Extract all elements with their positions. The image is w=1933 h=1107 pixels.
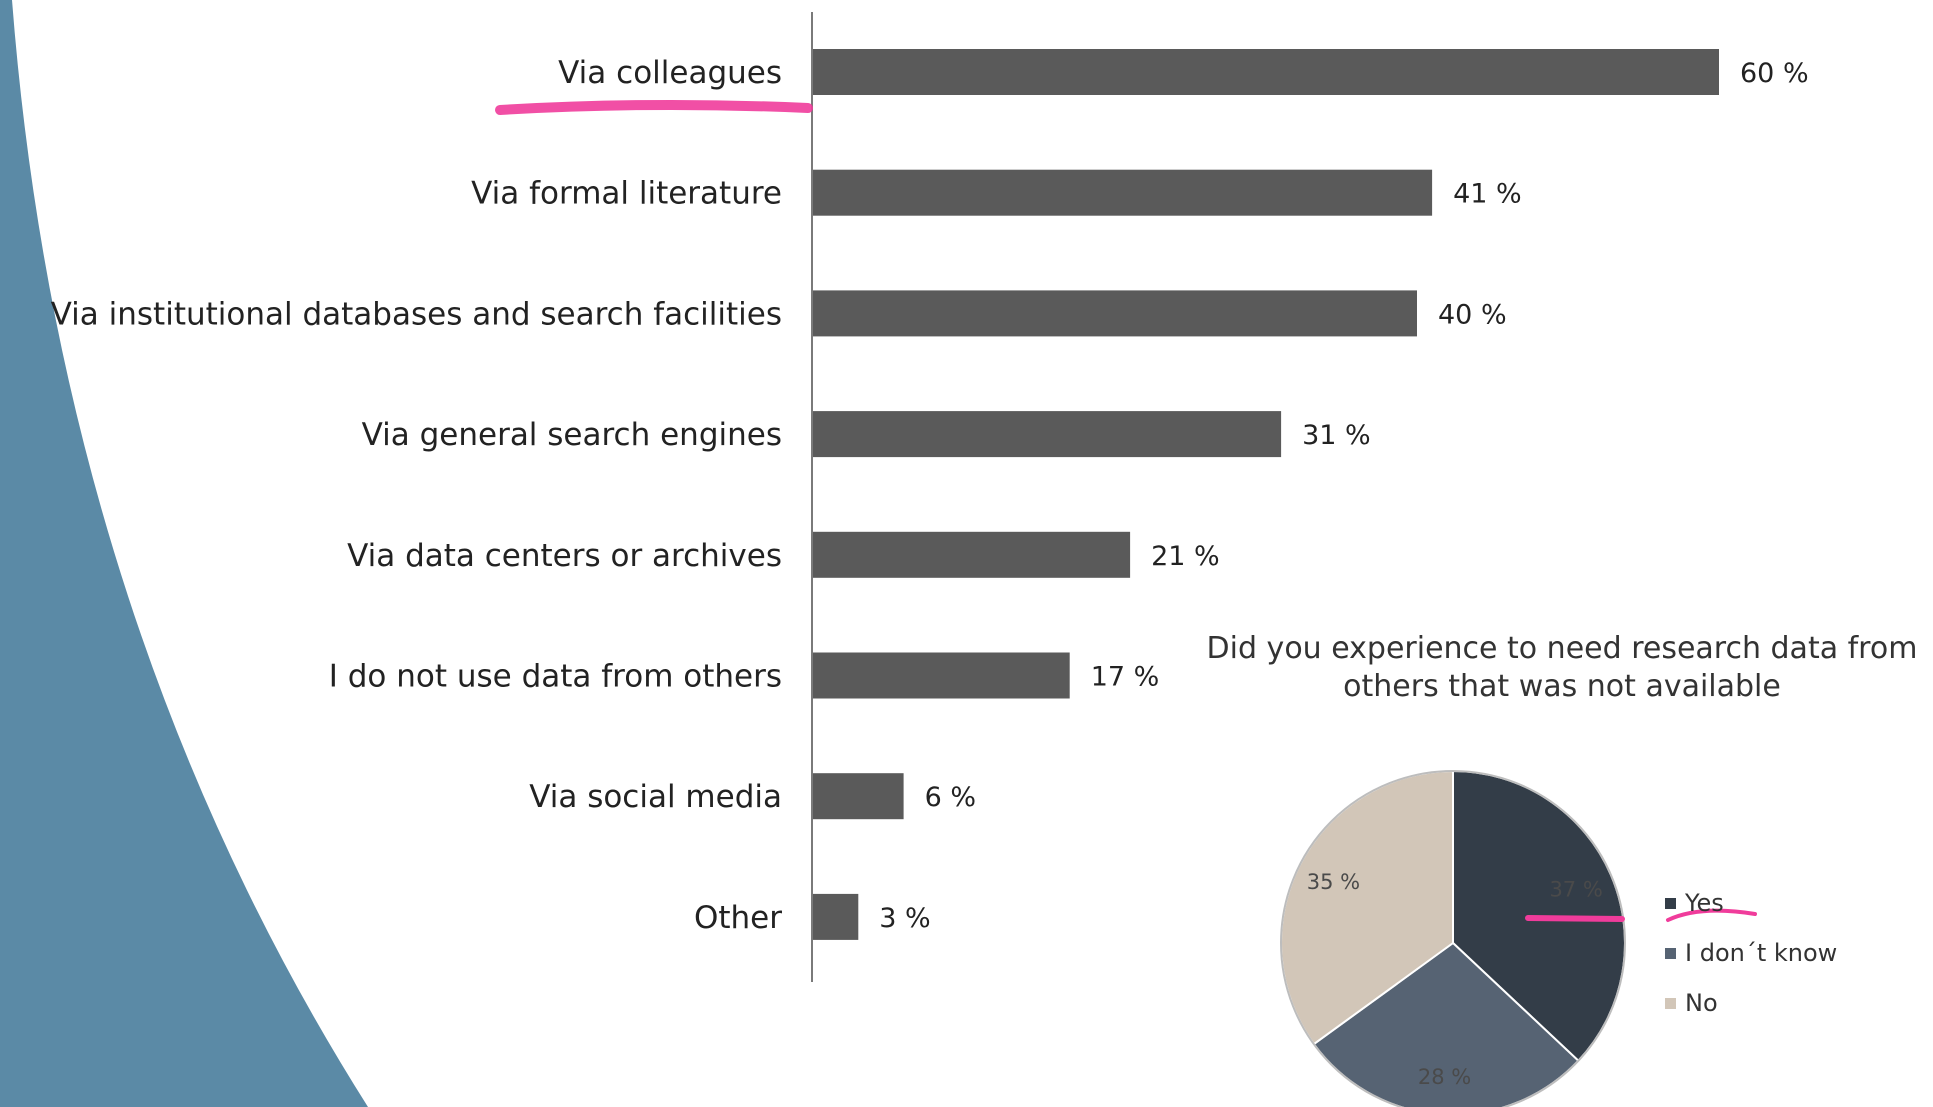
highlight-mark	[1525, 915, 1625, 922]
category-label: Via social media	[529, 779, 782, 815]
category-label: Via institutional databases and search f…	[51, 296, 782, 332]
legend-label: Yes	[1685, 889, 1724, 917]
decorative-curve	[0, 0, 368, 1107]
value-label: 21 %	[1151, 541, 1220, 572]
category-label: Via general search engines	[362, 417, 782, 453]
pie-slice-label: 35 %	[1307, 870, 1360, 894]
pie-chart-title: Did you experience to need research data…	[1192, 630, 1932, 706]
pie-legend: Yes I don´t know No	[1665, 878, 1837, 1028]
highlight-underline	[1666, 908, 1757, 922]
legend-item-dont-know: I don´t know	[1665, 928, 1837, 978]
pie-slice-label: 37 %	[1549, 878, 1602, 902]
pie-title-line-1: Did you experience to need research data…	[1206, 631, 1918, 666]
bar	[813, 893, 859, 940]
value-label: 6 %	[925, 782, 976, 813]
legend-item-no: No	[1665, 978, 1837, 1028]
bar	[813, 49, 1719, 95]
bar	[813, 290, 1417, 337]
pie-slice-label: 28 %	[1418, 1065, 1471, 1089]
value-label: 3 %	[879, 903, 930, 934]
legend-swatch	[1665, 897, 1676, 909]
value-label: 31 %	[1302, 420, 1371, 451]
value-label: 60 %	[1740, 58, 1809, 89]
category-label: Via data centers or archives	[347, 538, 782, 574]
value-label: 41 %	[1453, 179, 1522, 210]
legend-label: No	[1685, 989, 1718, 1017]
bar	[813, 411, 1282, 458]
legend-swatch	[1665, 997, 1676, 1009]
highlight-underline	[495, 99, 813, 115]
bar	[813, 531, 1131, 578]
bar	[813, 773, 904, 820]
category-label: Other	[694, 900, 782, 936]
pie-title-line-2: others that was not available	[1343, 669, 1781, 704]
legend-swatch	[1665, 947, 1676, 959]
legend-item-yes: Yes	[1665, 878, 1837, 928]
pie-outline	[1280, 770, 1626, 1107]
bar	[813, 169, 1433, 216]
value-label: 40 %	[1438, 299, 1507, 330]
legend-label: I don´t know	[1685, 939, 1838, 967]
value-label: 17 %	[1091, 662, 1160, 693]
category-label: I do not use data from others	[329, 659, 782, 695]
category-label: Via colleagues	[558, 55, 782, 91]
category-label: Via formal literature	[471, 176, 782, 212]
bar	[813, 652, 1070, 699]
